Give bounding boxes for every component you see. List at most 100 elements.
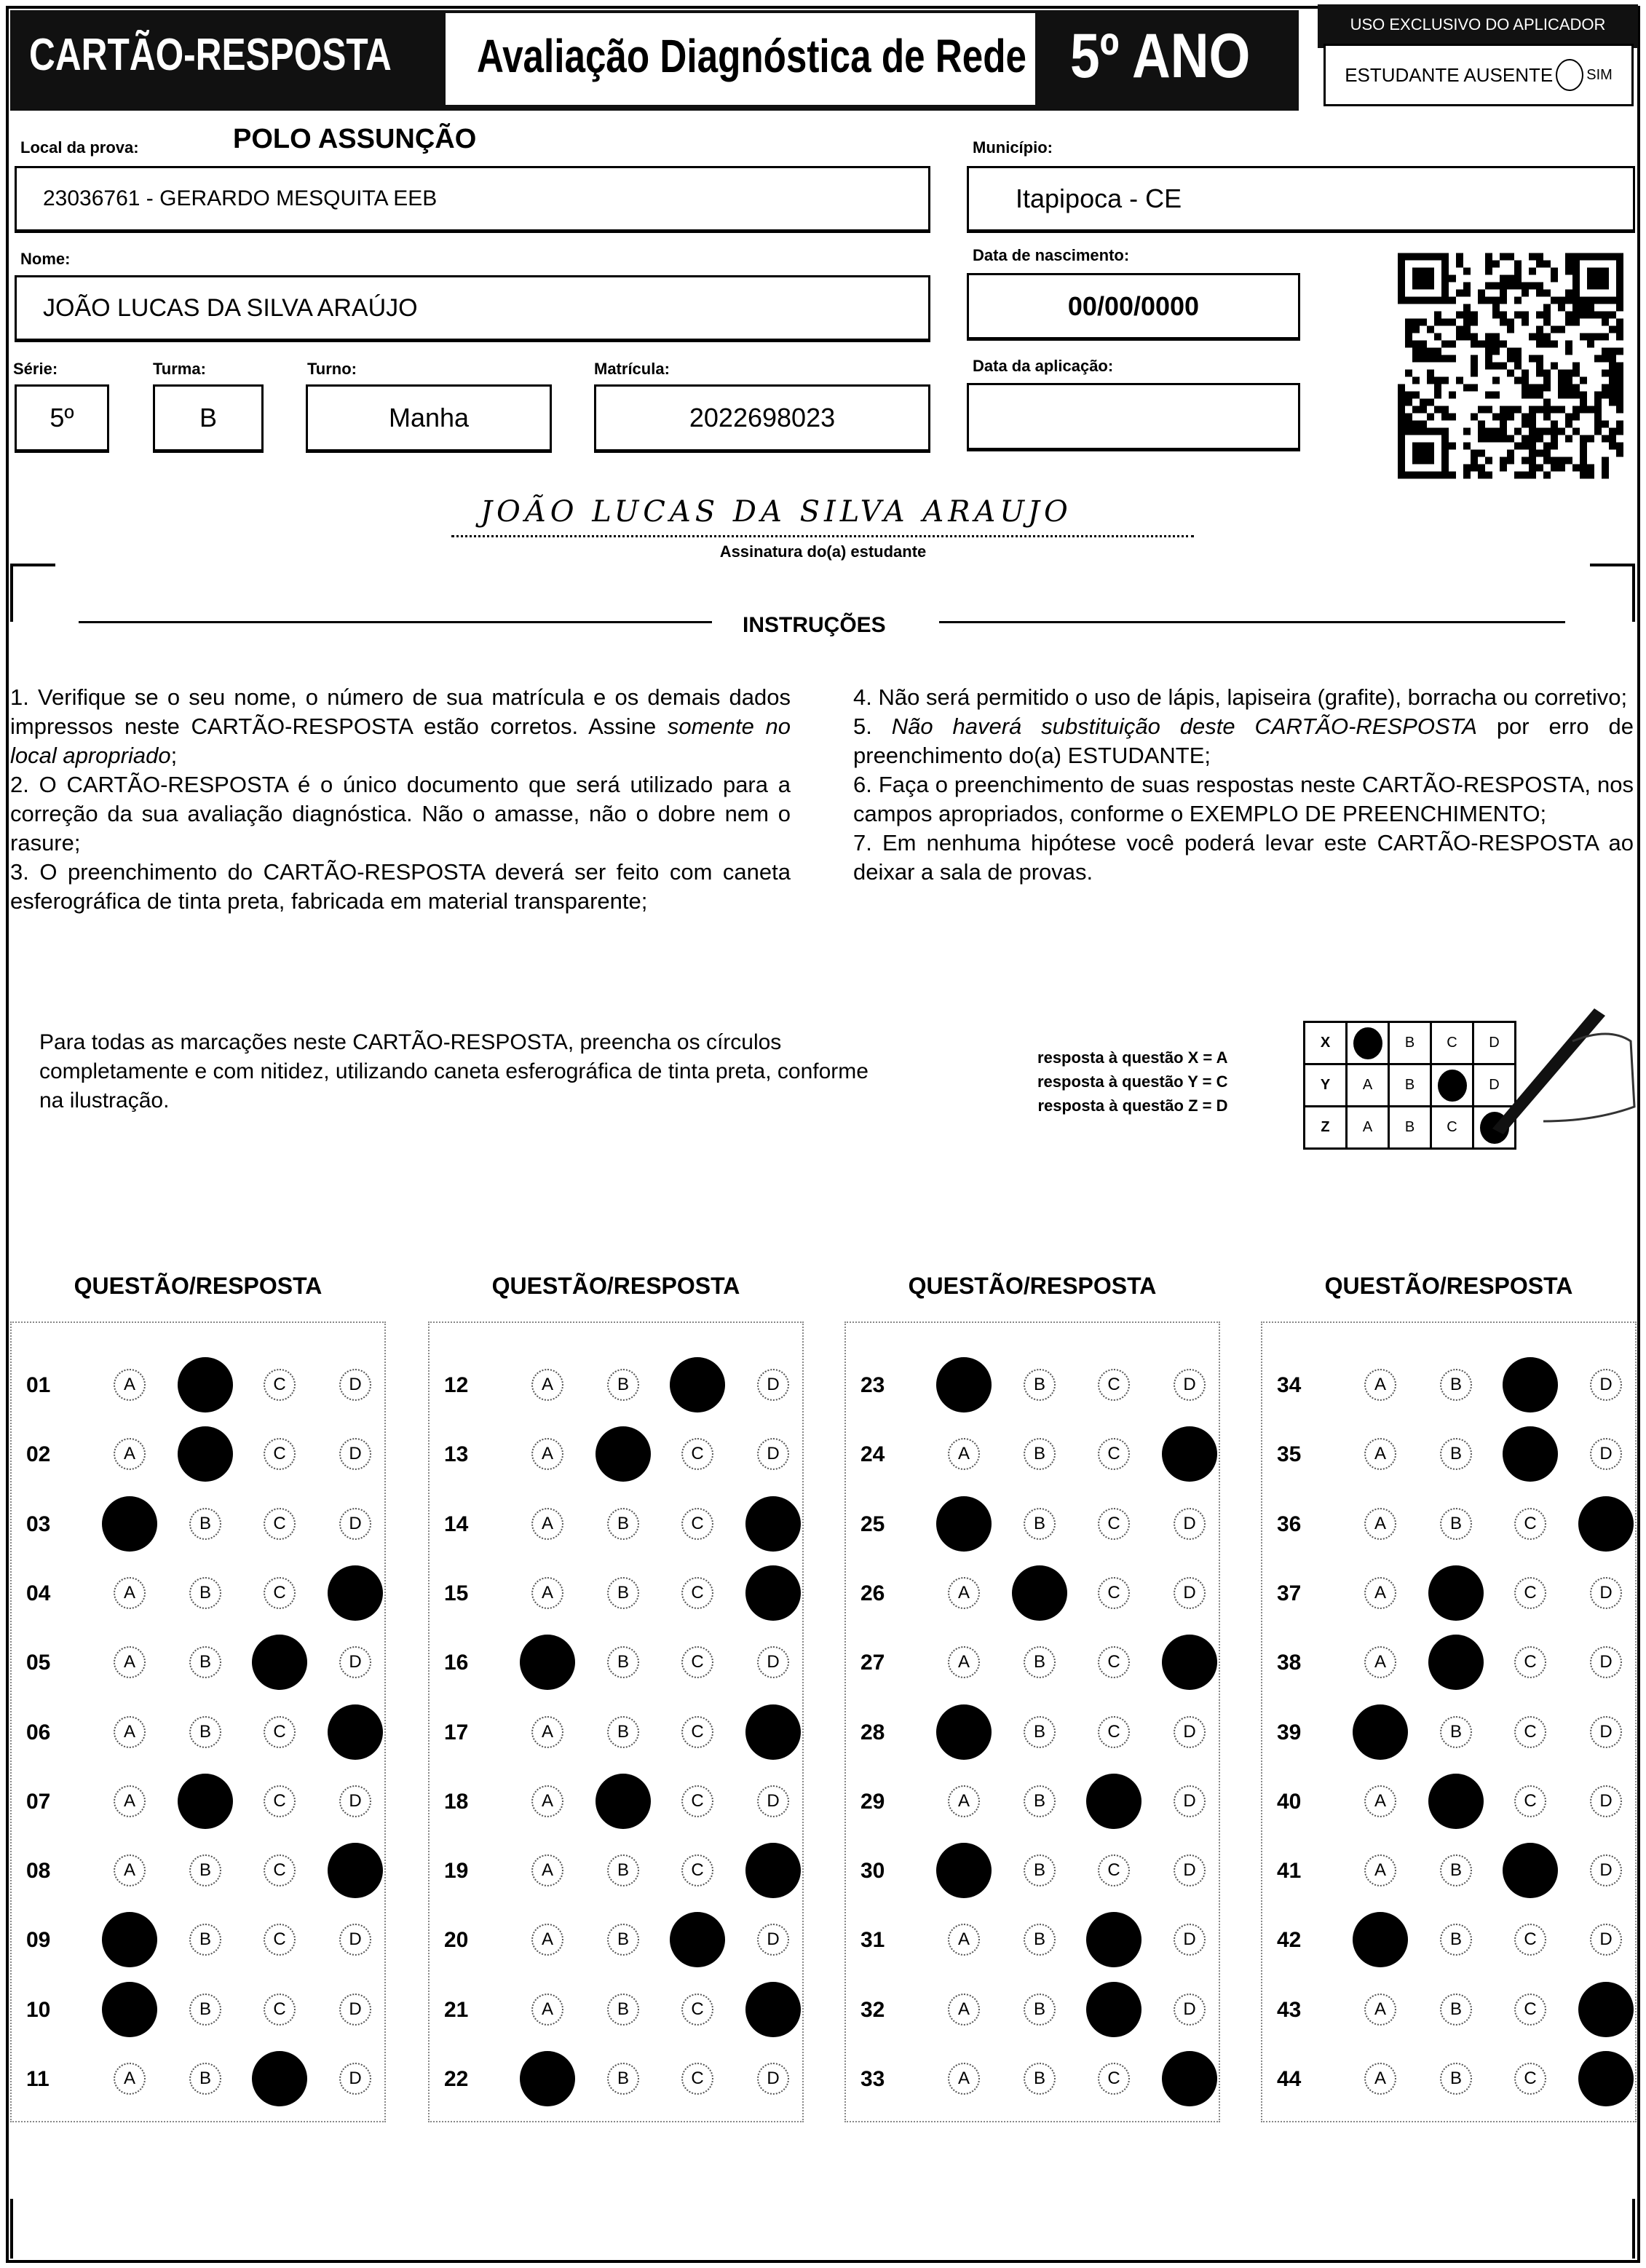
answer-bubble-filled[interactable] [1162, 1635, 1217, 1691]
answer-bubble[interactable]: D [1174, 1785, 1206, 1817]
answer-bubble[interactable]: C [1514, 1715, 1546, 1748]
answer-bubble[interactable]: C [1514, 2063, 1546, 2095]
answer-bubble[interactable]: A [1364, 1438, 1396, 1471]
answer-bubble[interactable]: B [189, 1924, 221, 1956]
answer-bubble[interactable]: B [1024, 1715, 1056, 1748]
answer-bubble[interactable]: C [1514, 1507, 1546, 1540]
answer-bubble-filled[interactable] [102, 1981, 157, 2037]
answer-bubble[interactable]: A [114, 2063, 146, 2095]
answer-bubble[interactable]: B [1024, 1785, 1056, 1817]
answer-bubble[interactable]: C [1098, 1576, 1130, 1609]
answer-bubble[interactable]: C [1098, 1507, 1130, 1540]
answer-bubble[interactable]: A [1364, 1369, 1396, 1401]
answer-bubble[interactable]: B [1024, 1993, 1056, 2026]
answer-bubble[interactable]: B [189, 1646, 221, 1679]
answer-bubble[interactable]: C [264, 1715, 296, 1748]
answer-bubble[interactable]: C [681, 1576, 713, 1609]
answer-bubble[interactable]: C [264, 1438, 296, 1471]
answer-bubble-filled[interactable] [1428, 1565, 1484, 1621]
answer-bubble-filled[interactable] [178, 1357, 233, 1412]
answer-bubble[interactable]: D [339, 1507, 371, 1540]
answer-bubble[interactable]: D [1590, 1785, 1622, 1817]
answer-bubble-filled[interactable] [936, 1495, 992, 1552]
answer-bubble-filled[interactable] [1162, 2051, 1217, 2106]
answer-bubble-filled[interactable] [1086, 1912, 1141, 1968]
answer-bubble[interactable]: C [681, 1785, 713, 1817]
answer-bubble[interactable]: B [1024, 1507, 1056, 1540]
answer-bubble[interactable]: C [681, 1854, 713, 1887]
answer-bubble-filled[interactable] [936, 1843, 992, 1899]
answer-bubble[interactable]: B [189, 2063, 221, 2095]
answer-bubble[interactable]: B [189, 1715, 221, 1748]
answer-bubble[interactable]: B [1024, 1924, 1056, 1956]
answer-bubble[interactable]: B [607, 1715, 639, 1748]
absent-bubble[interactable] [1556, 59, 1584, 91]
answer-bubble[interactable]: D [1590, 1646, 1622, 1679]
answer-bubble[interactable]: D [757, 2063, 789, 2095]
answer-bubble[interactable]: A [1364, 1507, 1396, 1540]
answer-bubble[interactable]: D [339, 1924, 371, 1956]
answer-bubble[interactable]: A [1364, 1854, 1396, 1887]
answer-bubble[interactable]: A [1364, 2063, 1396, 2095]
answer-bubble-filled[interactable] [1578, 1981, 1634, 2037]
answer-bubble-filled[interactable] [102, 1495, 157, 1552]
answer-bubble[interactable]: A [114, 1369, 146, 1401]
answer-bubble[interactable]: A [531, 1993, 563, 2026]
answer-bubble[interactable]: D [1174, 1369, 1206, 1401]
answer-bubble[interactable]: C [264, 1785, 296, 1817]
answer-bubble[interactable]: D [757, 1924, 789, 1956]
answer-bubble[interactable]: D [339, 2063, 371, 2095]
answer-bubble[interactable]: B [607, 1993, 639, 2026]
answer-bubble[interactable]: C [1098, 1854, 1130, 1887]
answer-bubble[interactable]: C [1514, 1646, 1546, 1679]
answer-bubble-filled[interactable] [520, 2051, 575, 2106]
answer-bubble[interactable]: B [607, 1924, 639, 1956]
answer-bubble[interactable]: D [339, 1993, 371, 2026]
answer-bubble[interactable]: B [1024, 2063, 1056, 2095]
answer-bubble[interactable]: B [1024, 1438, 1056, 1471]
answer-bubble[interactable]: D [1174, 1993, 1206, 2026]
answer-bubble[interactable]: A [1364, 1785, 1396, 1817]
answer-bubble[interactable]: A [114, 1438, 146, 1471]
answer-bubble[interactable]: B [189, 1854, 221, 1887]
answer-bubble[interactable]: A [114, 1715, 146, 1748]
answer-bubble[interactable]: D [1174, 1715, 1206, 1748]
answer-bubble[interactable]: A [531, 1576, 563, 1609]
answer-bubble-filled[interactable] [745, 1495, 801, 1552]
answer-bubble[interactable]: D [1174, 1854, 1206, 1887]
answer-bubble-filled[interactable] [102, 1912, 157, 1968]
answer-bubble-filled[interactable] [1162, 1426, 1217, 1482]
answer-bubble[interactable]: A [1364, 1993, 1396, 2026]
answer-bubble[interactable]: D [757, 1369, 789, 1401]
answer-bubble[interactable]: A [531, 1854, 563, 1887]
answer-bubble-filled[interactable] [328, 1704, 383, 1760]
answer-bubble-filled[interactable] [745, 1565, 801, 1621]
answer-bubble[interactable]: A [531, 1924, 563, 1956]
answer-bubble-filled[interactable] [1012, 1565, 1067, 1621]
answer-bubble-filled[interactable] [1503, 1426, 1558, 1482]
answer-bubble[interactable]: D [1590, 1438, 1622, 1471]
answer-bubble[interactable]: D [1590, 1576, 1622, 1609]
answer-bubble-filled[interactable] [1353, 1912, 1408, 1968]
answer-bubble[interactable]: C [264, 1369, 296, 1401]
answer-bubble[interactable]: A [948, 1924, 980, 1956]
answer-bubble[interactable]: C [681, 1715, 713, 1748]
answer-bubble[interactable]: C [1098, 1438, 1130, 1471]
answer-bubble-filled[interactable] [1578, 2051, 1634, 2106]
answer-bubble[interactable]: D [757, 1646, 789, 1679]
answer-bubble-filled[interactable] [178, 1773, 233, 1829]
answer-bubble-filled[interactable] [1428, 1773, 1484, 1829]
answer-bubble[interactable]: A [114, 1576, 146, 1609]
answer-bubble[interactable]: C [264, 1576, 296, 1609]
answer-bubble-filled[interactable] [936, 1357, 992, 1412]
answer-bubble[interactable]: D [1174, 1576, 1206, 1609]
answer-bubble-filled[interactable] [670, 1357, 725, 1412]
answer-bubble[interactable]: A [114, 1854, 146, 1887]
answer-bubble[interactable]: B [1440, 1854, 1472, 1887]
answer-bubble[interactable]: B [189, 1507, 221, 1540]
answer-bubble[interactable]: C [264, 1993, 296, 2026]
answer-bubble[interactable]: C [681, 2063, 713, 2095]
answer-bubble-filled[interactable] [745, 1981, 801, 2037]
answer-bubble-filled[interactable] [1353, 1704, 1408, 1760]
answer-bubble[interactable]: C [681, 1438, 713, 1471]
